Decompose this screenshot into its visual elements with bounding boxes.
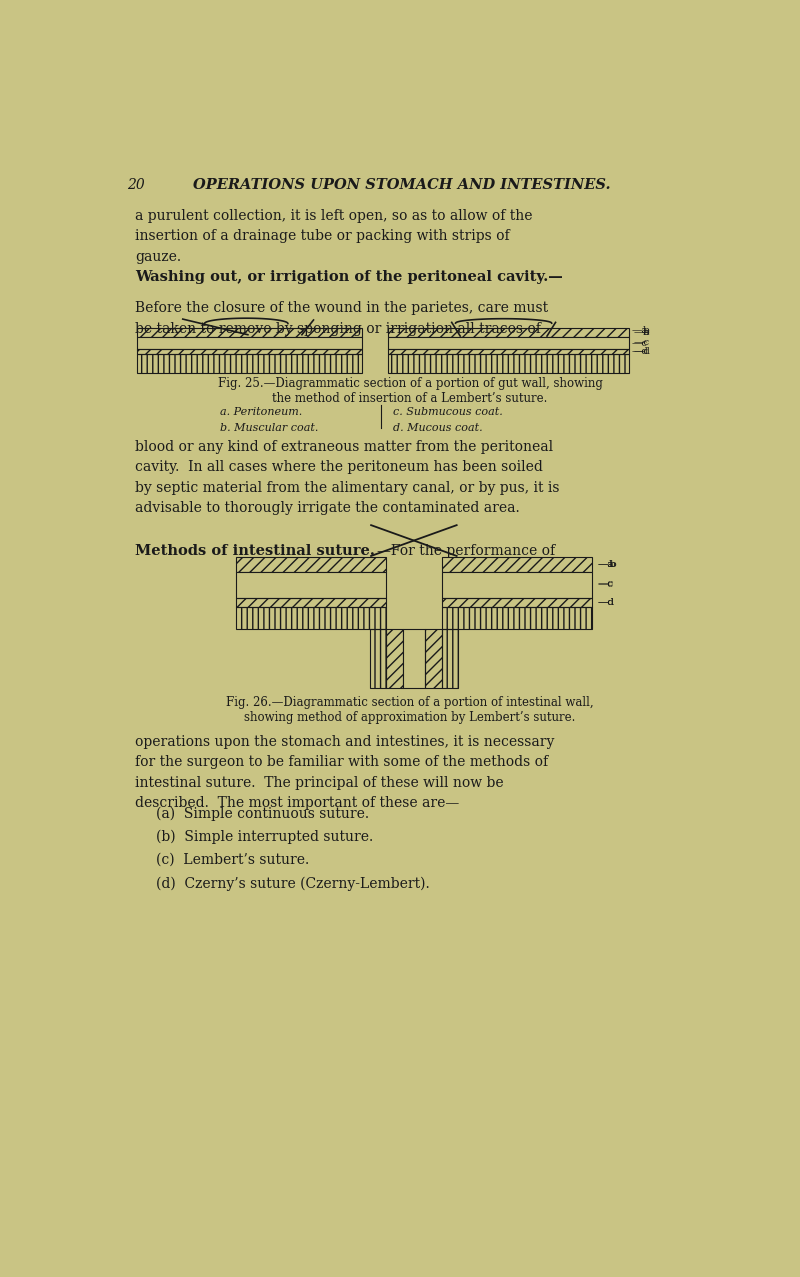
Text: —a: —a bbox=[598, 561, 614, 570]
Text: Before the closure of the wound in the parietes, care must
be taken to remove by: Before the closure of the wound in the p… bbox=[135, 301, 548, 336]
Text: —a: —a bbox=[632, 326, 648, 335]
Text: b. Muscular coat.: b. Muscular coat. bbox=[220, 423, 318, 433]
Text: OPERATIONS UPON STOMACH AND INTESTINES.: OPERATIONS UPON STOMACH AND INTESTINES. bbox=[193, 178, 610, 192]
Text: blood or any kind of extraneous matter from the peritoneal
cavity.  In all cases: blood or any kind of extraneous matter f… bbox=[135, 439, 559, 516]
Text: operations upon the stomach and intestines, it is necessary
for the surgeon to b: operations upon the stomach and intestin… bbox=[135, 734, 554, 811]
Text: a purulent collection, it is left open, so as to allow of the
insertion of a dra: a purulent collection, it is left open, … bbox=[135, 208, 532, 264]
Text: —For the performance of: —For the performance of bbox=[378, 544, 555, 558]
Text: —a: —a bbox=[634, 328, 650, 337]
Text: b: b bbox=[608, 561, 615, 570]
Text: b: b bbox=[642, 326, 650, 335]
Text: —a: —a bbox=[598, 561, 614, 570]
Text: —c: —c bbox=[598, 581, 614, 590]
Polygon shape bbox=[138, 337, 362, 350]
Polygon shape bbox=[442, 572, 592, 598]
Text: (c)  Lembert’s suture.: (c) Lembert’s suture. bbox=[156, 853, 309, 867]
Text: —d: —d bbox=[598, 598, 614, 607]
Text: Methods of intestinal suture.: Methods of intestinal suture. bbox=[135, 544, 374, 558]
Text: —c: —c bbox=[634, 338, 650, 347]
Text: b: b bbox=[642, 328, 650, 337]
Text: showing method of approximation by Lembert’s suture.: showing method of approximation by Lembe… bbox=[244, 711, 576, 724]
Text: b: b bbox=[609, 561, 616, 570]
Text: —c: —c bbox=[632, 338, 648, 347]
Text: —d: —d bbox=[634, 347, 650, 356]
Text: c. Submucous coat.: c. Submucous coat. bbox=[393, 407, 502, 418]
Text: —d: —d bbox=[632, 347, 649, 356]
Text: —c: —c bbox=[598, 580, 614, 589]
Text: (a)  Simple continuous suture.: (a) Simple continuous suture. bbox=[156, 807, 369, 821]
Text: a. Peritoneum.: a. Peritoneum. bbox=[220, 407, 302, 418]
Text: the method of insertion of a Lembert’s suture.: the method of insertion of a Lembert’s s… bbox=[272, 392, 548, 405]
Text: (b)  Simple interrupted suture.: (b) Simple interrupted suture. bbox=[156, 830, 373, 844]
Text: (d)  Czerny’s suture (Czerny-Lembert).: (d) Czerny’s suture (Czerny-Lembert). bbox=[156, 876, 430, 890]
Text: Fig. 26.—Diagrammatic section of a portion of intestinal wall,: Fig. 26.—Diagrammatic section of a porti… bbox=[226, 696, 594, 709]
Polygon shape bbox=[236, 572, 386, 598]
Text: d. Mucous coat.: d. Mucous coat. bbox=[393, 423, 482, 433]
Polygon shape bbox=[388, 337, 629, 350]
Polygon shape bbox=[403, 630, 425, 688]
Text: 20: 20 bbox=[127, 178, 145, 192]
Text: Washing out, or irrigation of the peritoneal cavity.—: Washing out, or irrigation of the perito… bbox=[135, 271, 562, 285]
Text: Fig. 25.—Diagrammatic section of a portion of gut wall, showing: Fig. 25.—Diagrammatic section of a porti… bbox=[218, 377, 602, 389]
Text: —d: —d bbox=[598, 598, 614, 607]
